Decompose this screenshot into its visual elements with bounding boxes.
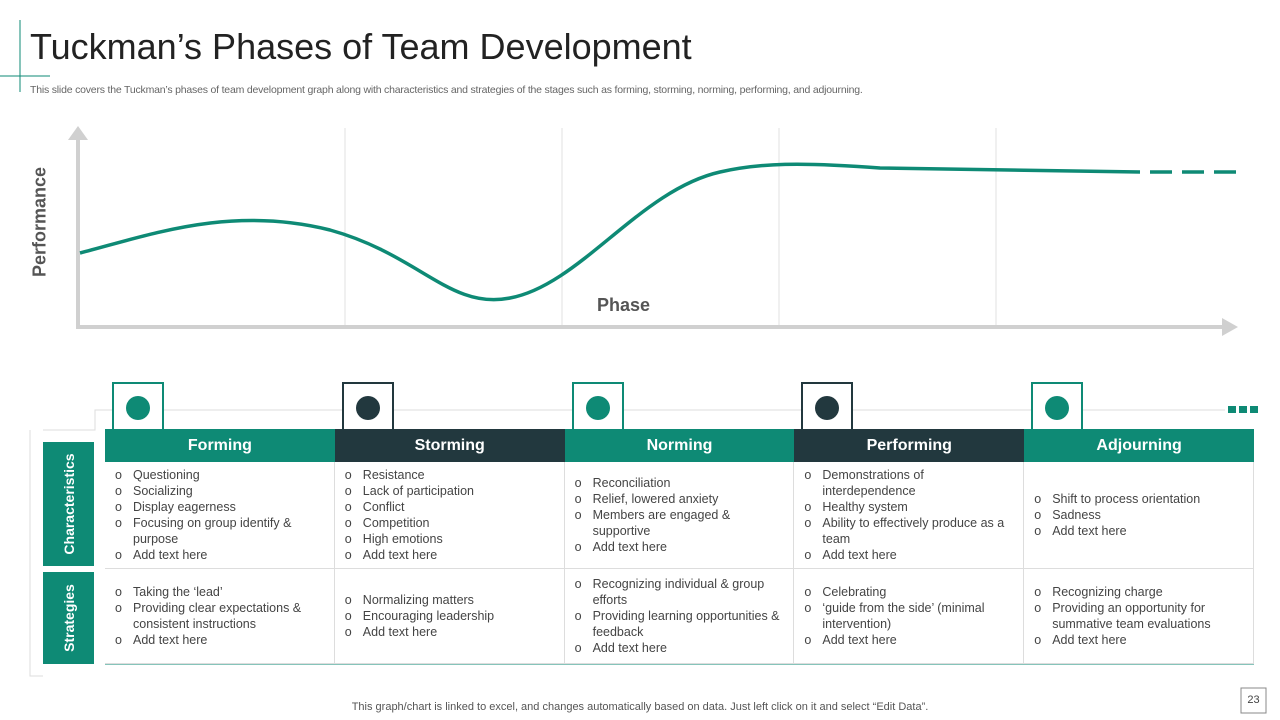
column-header: Adjourning [1024, 429, 1254, 462]
strategies-cell: Normalizing mattersEncouraging leadershi… [334, 569, 565, 664]
bullet-item: Providing learning opportunities & feedb… [575, 608, 782, 640]
icon-glyph [126, 396, 150, 420]
bullet-item: ‘guide from the side’ (minimal intervent… [804, 600, 1011, 632]
bullet-item: Ability to effectively produce as a team [804, 515, 1011, 547]
bullet-item: High emotions [345, 531, 552, 547]
icon [341, 382, 394, 434]
bullet-item: Celebrating [804, 584, 1011, 600]
column-header: Storming [334, 429, 565, 462]
bullet-item: Lack of participation [345, 483, 552, 499]
bullet-item: Add text here [115, 632, 322, 648]
bullet-item: Normalizing matters [345, 592, 552, 608]
column-header: Forming [105, 429, 335, 462]
row-header-text: Strategies [60, 584, 77, 652]
characteristics-cell: ResistanceLack of participationConflictC… [334, 462, 565, 569]
characteristics-cell: Demonstrations of interdependenceHealthy… [794, 462, 1025, 569]
bullet-item: Healthy system [804, 499, 1011, 515]
bullet-item: Providing an opportunity for summative t… [1034, 600, 1241, 632]
bullet-item: Resistance [345, 467, 552, 483]
bullet-item: Add text here [345, 624, 552, 640]
row-header: Strategies [43, 572, 94, 664]
characteristics-cell: QuestioningSocializingDisplay eagernessF… [105, 462, 335, 569]
bullet-item: Reconciliation [575, 475, 782, 491]
bullet-item: Focusing on group identify & purpose [115, 515, 322, 547]
bullet-item: Socializing [115, 483, 322, 499]
page-number: 23 [1247, 694, 1260, 706]
bullet-item: Display eagerness [115, 499, 322, 515]
bullet-item: Providing clear expectations & consisten… [115, 600, 322, 632]
bullet-item: Demonstrations of interdependence [804, 467, 1011, 499]
bullet-item: Competition [345, 515, 552, 531]
title: Tuckman’s Phases of Team Development [30, 26, 692, 67]
characteristics-cell: Shift to process orientationSadnessAdd t… [1024, 462, 1254, 569]
bullet-item: Conflict [345, 499, 552, 515]
bullet-item: Add text here [1034, 632, 1241, 648]
icon-glyph [355, 396, 380, 420]
bullet-item: Taking the ‘lead’ [115, 584, 322, 600]
icon [571, 382, 624, 434]
bullet-item: Recognizing charge [1034, 584, 1241, 600]
bullet-item: Add text here [1034, 523, 1241, 539]
bullet-item: Shift to process orientation [1034, 491, 1241, 507]
bullet-item: Relief, lowered anxiety [575, 491, 782, 507]
bullet-item: Add text here [804, 632, 1011, 648]
x-axis-label: Phase [597, 295, 651, 315]
strategies-cell: Recognizing individual & group effortsPr… [564, 569, 795, 664]
row-header-text: Characteristics [60, 453, 77, 555]
column-header: Performing [794, 429, 1025, 462]
strategies-cell: Celebrating‘guide from the side’ (minima… [794, 569, 1025, 664]
icon [801, 382, 854, 434]
bullet-item: Encouraging leadership [345, 608, 552, 624]
bullet-item: Members are engaged & supportive [575, 507, 782, 539]
icon [112, 382, 164, 434]
bullet-item: Sadness [1034, 507, 1241, 523]
icon-glyph [585, 396, 610, 420]
characteristics-cell: ReconciliationRelief, lowered anxietyMem… [564, 462, 795, 569]
bullet-item: Add text here [345, 547, 552, 563]
footer-note: This graph/chart is linked to excel, and… [351, 701, 929, 713]
bullet-item: Recognizing individual & group efforts [575, 576, 782, 608]
strategies-cell: Taking the ‘lead’Providing clear expecta… [105, 569, 335, 664]
strategies-cell: Recognizing chargeProviding an opportuni… [1024, 569, 1254, 664]
icon-glyph [1045, 396, 1070, 420]
icon-glyph [815, 396, 840, 420]
bullet-item: Add text here [115, 547, 322, 563]
y-axis-label: Performance [29, 166, 50, 278]
bullet-item: Add text here [804, 547, 1011, 563]
icon [1031, 382, 1084, 434]
subtitle: This slide covers the Tuckman’s phases o… [30, 84, 863, 96]
bullet-item: Add text here [575, 640, 782, 656]
bullet-item: Questioning [115, 467, 322, 483]
row-header: Characteristics [43, 442, 94, 566]
bullet-item: Add text here [575, 539, 782, 555]
column-header: Norming [564, 429, 795, 462]
